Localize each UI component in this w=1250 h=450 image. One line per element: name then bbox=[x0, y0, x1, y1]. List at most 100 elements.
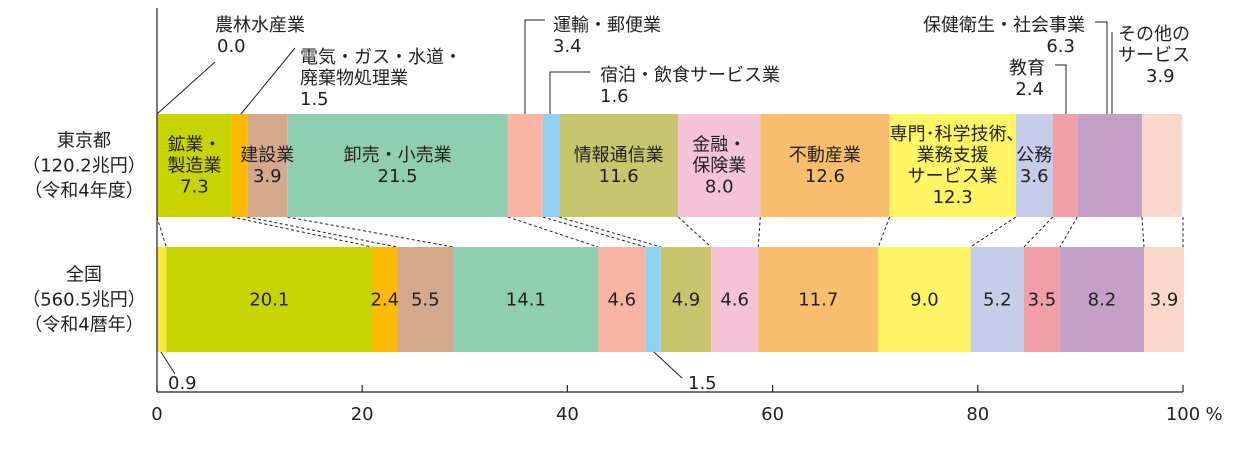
callout-label: 宿泊・飲食サービス業 1.6 bbox=[600, 65, 780, 107]
callout-label: 農林水産業 0.0 bbox=[215, 15, 305, 57]
bar-segment-tokyo-8 bbox=[678, 114, 761, 217]
bar-segment-tokyo-10 bbox=[889, 114, 1016, 217]
connector-line bbox=[156, 216, 167, 248]
callout-label-line: 2.4 bbox=[1015, 79, 1044, 100]
bar-segment-tokyo-9 bbox=[760, 114, 890, 217]
category-labels: 東京都 （120.2兆円） （令和4年度） 全国 （560.5兆円） （令和4暦年） bbox=[22, 131, 146, 336]
callout-label-line: 1.5 bbox=[300, 89, 329, 110]
category-label-tokyo-line: （令和4年度） bbox=[24, 181, 143, 202]
x-unit-label: % bbox=[1205, 404, 1222, 425]
category-label-tokyo: 東京都 （120.2兆円） （令和4年度） bbox=[22, 131, 146, 202]
connector-line bbox=[507, 216, 599, 248]
category-label-national-line: 全国 bbox=[66, 265, 102, 286]
callout-label: 教育 2.4 bbox=[1009, 58, 1045, 100]
bar-segment-national-13 bbox=[1059, 247, 1145, 352]
callout-leader bbox=[1095, 21, 1108, 114]
connector-line bbox=[757, 216, 761, 248]
segment-label: 専門･科学技術､業務支援サービス業 12.3 bbox=[890, 124, 1016, 208]
segment-label-line: 20.1 bbox=[249, 290, 289, 311]
bar-segment-national-6 bbox=[645, 247, 661, 352]
callout-leader bbox=[156, 61, 216, 115]
segment-label-line: 保険業 bbox=[692, 156, 746, 177]
segment-label: 4.6 bbox=[720, 290, 749, 311]
callout-labels: 農林水産業 0.0電気・ガス・水道・廃棄物処理業 1.5 運輸・郵便業 3.4 宿泊・飲食… bbox=[156, 15, 1190, 394]
segment-label: 5.2 bbox=[983, 290, 1012, 311]
callout-label: 0.9 bbox=[168, 373, 197, 394]
callout-label-line: 運輸・郵便業 bbox=[553, 15, 661, 36]
segment-label: 4.6 bbox=[607, 290, 636, 311]
segment-label: 鉱業・製造業 7.3 bbox=[167, 135, 221, 198]
segment-label-line: 5.2 bbox=[983, 290, 1012, 311]
bar-segment-tokyo-12 bbox=[1052, 114, 1078, 217]
bar-segment-national-0 bbox=[157, 247, 167, 352]
x-axis: 0 20 40 60 80 100% bbox=[151, 8, 1223, 425]
segment-label: 金融・保険業 8.0 bbox=[692, 135, 746, 198]
bar-segment-national-7 bbox=[660, 247, 712, 352]
callout-label: その他のサービス 3.9 bbox=[1118, 24, 1190, 87]
bar-segment-national-10 bbox=[878, 247, 971, 352]
segment-label-line: 5.5 bbox=[411, 290, 440, 311]
category-label-tokyo-line: （120.2兆円） bbox=[22, 156, 146, 177]
segment-label: 公務 3.6 bbox=[1016, 145, 1052, 187]
callout-leader bbox=[524, 19, 545, 114]
bar-segment-national-4 bbox=[453, 247, 599, 352]
callout-label: 保健衛生・社会事業 6.3 bbox=[923, 15, 1085, 57]
callout-label: 運輸・郵便業 3.4 bbox=[553, 15, 661, 57]
callout-label-line: 宿泊・飲食サービス業 bbox=[600, 65, 780, 86]
segment-label-line: 業務支援 bbox=[917, 145, 989, 166]
callout-leader bbox=[240, 47, 296, 115]
segment-label: 8.2 bbox=[1088, 290, 1117, 311]
segment-label-line: 3.9 bbox=[253, 166, 282, 187]
segment-label-line: 3.6 bbox=[1020, 166, 1049, 187]
connector-line bbox=[1059, 216, 1078, 248]
segment-label-line: 製造業 bbox=[167, 156, 221, 177]
category-label-national-line: （560.5兆円） bbox=[22, 290, 146, 311]
callout-label-line: 1.5 bbox=[688, 373, 717, 394]
segment-label-line: 金融・ bbox=[692, 135, 746, 156]
x-tick-label: 40 bbox=[556, 404, 579, 425]
callout-label-line: 0.9 bbox=[168, 373, 197, 394]
segment-label: 情報通信業 11.6 bbox=[574, 145, 664, 187]
segment-label-line: 建設業 bbox=[240, 145, 294, 166]
bar-segment-national-11 bbox=[970, 247, 1024, 352]
bar-segment-tokyo-14 bbox=[1141, 114, 1182, 217]
segment-label-line: 8.2 bbox=[1088, 290, 1117, 311]
callout-label-line: 電気・ガス・水道・ bbox=[300, 47, 462, 68]
callout-leader bbox=[549, 71, 590, 114]
callout-label: 電気・ガス・水道・廃棄物処理業 1.5 bbox=[300, 47, 462, 110]
callout-label-line: 3.4 bbox=[553, 36, 582, 57]
x-tick-label: 0 bbox=[151, 404, 162, 425]
segment-label: 4.9 bbox=[672, 290, 701, 311]
segment-label-line: 情報通信業 bbox=[574, 145, 664, 166]
x-tick-label: 60 bbox=[761, 404, 784, 425]
segment-label-line: 11.6 bbox=[599, 166, 639, 187]
connector-line bbox=[247, 216, 398, 248]
segment-label-line: 4.6 bbox=[720, 290, 749, 311]
bar-segment-tokyo-7 bbox=[559, 114, 679, 217]
segment-label-line: 12.3 bbox=[933, 187, 973, 208]
segment-label-line: 4.6 bbox=[607, 290, 636, 311]
segment-label: 3.5 bbox=[1028, 290, 1057, 311]
callout-leader bbox=[653, 351, 683, 379]
segment-label-line: 21.5 bbox=[378, 166, 418, 187]
segment-label-line: 卸売・小売業 bbox=[344, 145, 452, 166]
bar-segment-national-12 bbox=[1023, 247, 1060, 352]
bar-segment-tokyo-1 bbox=[157, 114, 232, 217]
bar-segment-tokyo-5 bbox=[507, 114, 543, 217]
callout-label-line: 3.9 bbox=[1146, 66, 1175, 87]
segment-label-line: 不動産業 bbox=[789, 145, 861, 166]
segment-label: 5.5 bbox=[411, 290, 440, 311]
bar-segment-tokyo-6 bbox=[542, 114, 560, 217]
segment-label: 3.9 bbox=[1150, 290, 1179, 311]
callout-leader bbox=[160, 351, 176, 375]
segment-label: 11.7 bbox=[798, 290, 838, 311]
bar-segment-national-14 bbox=[1144, 247, 1185, 352]
category-label-national: 全国 （560.5兆円） （令和4暦年） bbox=[22, 265, 146, 336]
connector-line bbox=[231, 216, 373, 248]
segment-label-line: 4.9 bbox=[672, 290, 701, 311]
connector-line bbox=[287, 216, 454, 248]
bar-segment-tokyo-2 bbox=[231, 114, 248, 217]
segment-label-line: 鉱業・ bbox=[167, 135, 221, 156]
